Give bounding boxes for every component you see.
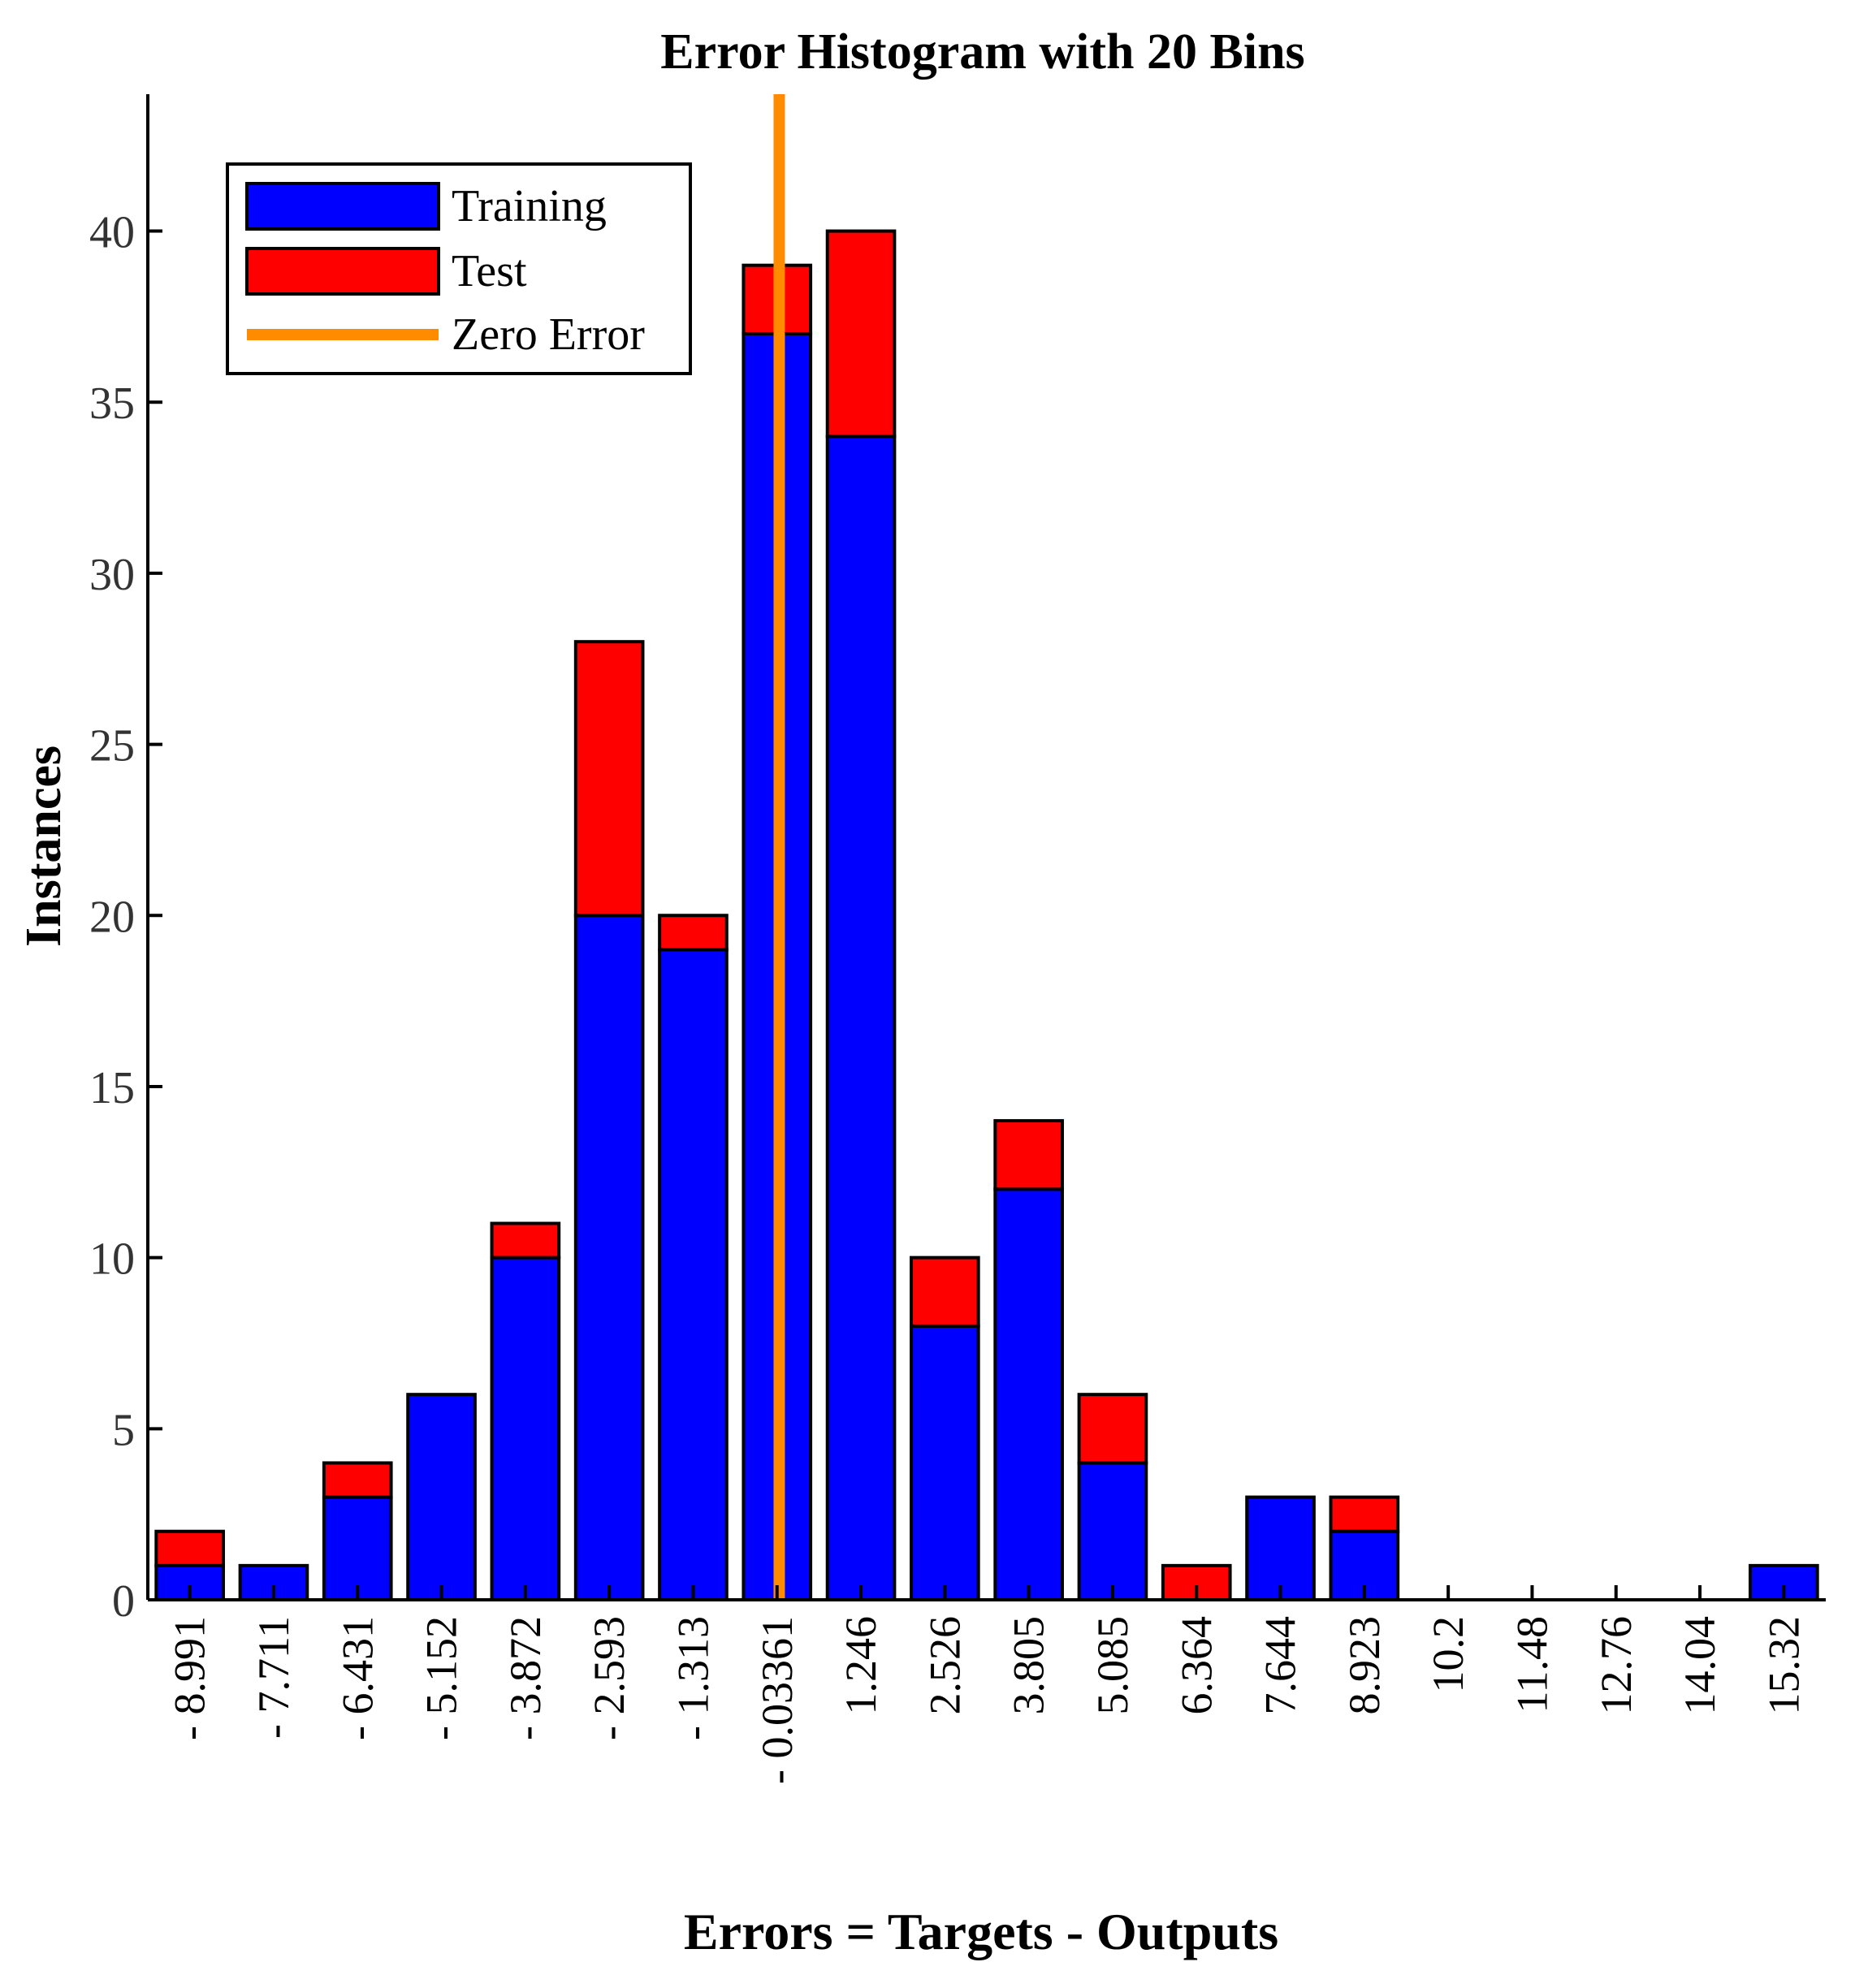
legend-swatch-training xyxy=(245,182,440,231)
bar-training-2 xyxy=(322,1495,393,1602)
y-tick-labels: 0 5 10 15 20 25 30 35 40 xyxy=(89,208,135,1627)
bar-training-9 xyxy=(910,1324,980,1601)
bar-test-4 xyxy=(490,1221,561,1260)
y-tick-label: 0 xyxy=(112,1576,135,1627)
legend-label-zero-error: Zero Error xyxy=(452,309,645,360)
legend-label-training: Training xyxy=(452,181,607,231)
x-tick-label: 15.32 xyxy=(1759,1616,1808,1715)
y-tick-label: 5 xyxy=(112,1405,135,1455)
bar-training-5 xyxy=(573,914,645,1601)
x-tick-label: 7.644 xyxy=(1256,1616,1305,1715)
bar-test-10 xyxy=(993,1119,1064,1191)
bar-training-3 xyxy=(406,1393,477,1601)
y-tick-label: 35 xyxy=(89,378,135,429)
bar-test-5 xyxy=(573,640,645,918)
x-tick-label: - 0.03361 xyxy=(753,1616,802,1784)
x-tick-label: 10.2 xyxy=(1424,1616,1472,1693)
x-tick-label: 14.04 xyxy=(1676,1616,1724,1715)
chart-title: Error Histogram with 20 Bins xyxy=(660,24,1304,80)
bar-test-2 xyxy=(322,1461,393,1499)
y-axis-label: Instances xyxy=(16,746,71,947)
bars-group xyxy=(154,229,1819,1602)
y-tick-label: 15 xyxy=(89,1063,135,1113)
x-tick-label: 12.76 xyxy=(1592,1616,1641,1715)
legend-swatch-test xyxy=(245,247,440,296)
bar-test-11 xyxy=(1077,1393,1148,1465)
x-tick-labels: - 8.991 - 7.711 - 6.431 - 5.152 - 3.872 - 2.5… xyxy=(166,1616,1809,1784)
y-tick-label: 20 xyxy=(89,892,135,942)
legend: Training Test Zero Error xyxy=(226,162,692,375)
x-tick-label: - 1.313 xyxy=(668,1616,717,1740)
bar-test-9 xyxy=(910,1255,980,1328)
x-axis-label: Errors = Targets - Outputs xyxy=(684,1903,1278,1960)
x-tick-label: 1.246 xyxy=(837,1616,885,1715)
bar-training-13 xyxy=(1245,1495,1316,1602)
y-tick-label: 40 xyxy=(89,208,135,258)
axes-group xyxy=(146,94,1826,1601)
bar-training-6 xyxy=(658,948,729,1601)
x-tick-label: 8.923 xyxy=(1340,1616,1389,1715)
x-tick-label: - 3.872 xyxy=(501,1616,550,1740)
y-tick-label: 10 xyxy=(89,1234,135,1285)
x-tick-label: 6.364 xyxy=(1172,1616,1221,1715)
bar-test-8 xyxy=(825,229,897,439)
x-tick-label: 5.085 xyxy=(1088,1616,1137,1715)
x-tick-label: - 8.991 xyxy=(166,1616,214,1740)
bar-test-0 xyxy=(154,1529,225,1567)
x-tick-label: - 5.152 xyxy=(417,1616,466,1740)
x-tick-label: - 6.431 xyxy=(333,1616,382,1740)
x-tick-label: 11.48 xyxy=(1507,1616,1556,1714)
bar-test-14 xyxy=(1329,1495,1400,1533)
bar-training-4 xyxy=(490,1255,561,1601)
y-tick-label: 25 xyxy=(89,721,135,771)
x-tick-label: 2.526 xyxy=(920,1616,969,1715)
legend-label-test: Test xyxy=(452,246,527,296)
y-tick-label: 30 xyxy=(89,550,135,600)
bar-training-11 xyxy=(1077,1461,1148,1602)
bar-test-6 xyxy=(658,914,729,952)
x-tick-label: 3.805 xyxy=(1005,1616,1053,1715)
x-tick-label: - 7.711 xyxy=(249,1616,298,1739)
x-tick-label: - 2.593 xyxy=(585,1616,633,1740)
bar-training-10 xyxy=(993,1187,1064,1601)
bar-training-8 xyxy=(825,434,897,1601)
